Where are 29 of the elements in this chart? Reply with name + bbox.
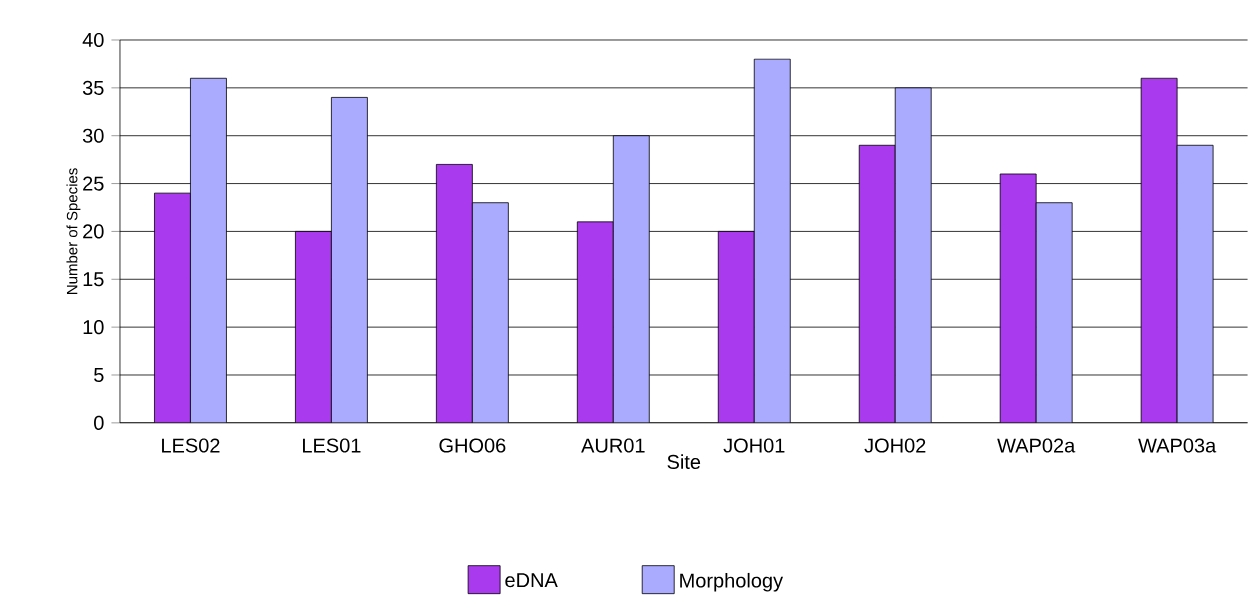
y-tick-label: 35 <box>82 80 104 96</box>
x-tick-label: GHO06 <box>439 438 506 453</box>
y-tick-label: 40 <box>82 33 104 48</box>
legend-label: Morphology <box>680 573 784 592</box>
y-tick-label: 20 <box>83 224 104 239</box>
x-tick-label: AUR01 <box>581 438 645 453</box>
x-tick-label: WAP02a <box>997 438 1076 453</box>
x-tick-label: LES01 <box>303 438 361 453</box>
x-tick-label: JOH01 <box>723 438 785 453</box>
y-tick-label: 25 <box>83 176 104 191</box>
y-tick-label: 5 <box>94 368 104 383</box>
x-axis-title: Site <box>667 454 701 470</box>
x-tick-label: WAP03a <box>1138 438 1217 453</box>
bar <box>717 231 755 423</box>
bar <box>858 144 896 423</box>
y-tick-label: 15 <box>83 272 104 287</box>
y-tick-label: 10 <box>83 320 104 335</box>
x-tick-label: LES02 <box>162 438 220 453</box>
x-tick-label: JOH02 <box>864 438 926 453</box>
bar <box>295 231 332 423</box>
y-axis-title: Number of Species <box>66 168 81 295</box>
y-tick-label: 0 <box>94 415 104 431</box>
legend-label: eDNA <box>505 573 558 588</box>
y-tick-label: 30 <box>82 128 104 143</box>
bar <box>435 164 473 423</box>
bar <box>154 192 191 423</box>
bar <box>1140 77 1178 423</box>
bar <box>999 173 1037 423</box>
bar <box>576 221 614 423</box>
